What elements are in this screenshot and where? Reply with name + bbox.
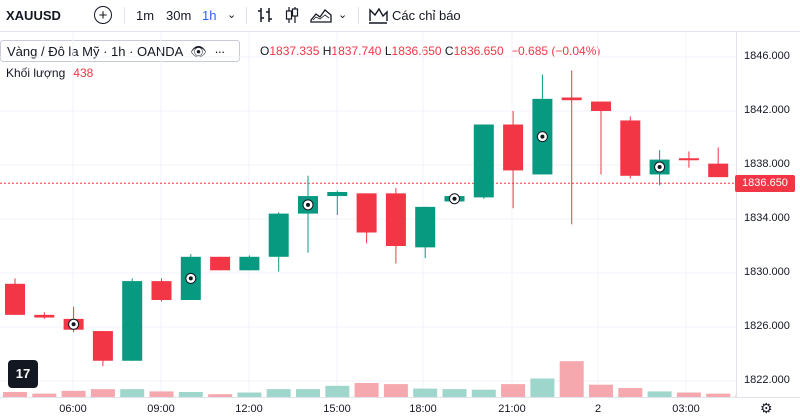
open-value: 1837.335 xyxy=(269,44,320,58)
candle-body xyxy=(5,283,25,315)
time-tick-label: 15:00 xyxy=(323,403,351,415)
event-marker-dot xyxy=(452,196,457,201)
volume-bar xyxy=(90,389,115,397)
volume-label: Khối lượng xyxy=(6,66,66,80)
price-chart[interactable] xyxy=(0,32,736,397)
volume-bar xyxy=(413,388,438,397)
volume-bar xyxy=(149,391,174,397)
event-marker-dot xyxy=(306,202,310,207)
volume-bar xyxy=(296,389,320,397)
time-tick-label: 06:00 xyxy=(59,403,87,415)
candle-body xyxy=(708,163,729,178)
price-tick-label: 1842.000 xyxy=(744,104,790,116)
event-marker-dot xyxy=(71,322,76,327)
volume-bar xyxy=(471,389,496,397)
chart-style-dropdown-chevron-icon[interactable]: ⌄ xyxy=(338,9,348,21)
volume-bar xyxy=(706,393,731,397)
time-tick-label: 18:00 xyxy=(409,403,437,415)
price-axis[interactable] xyxy=(736,32,800,397)
volume-value: 438 xyxy=(73,66,94,80)
candle-body xyxy=(210,256,231,271)
visibility-eye-icon[interactable]: 👁 xyxy=(190,44,207,59)
tradingview-logo[interactable]: 17 xyxy=(8,360,38,388)
candle-body xyxy=(561,97,582,101)
high-value: 1837.740 xyxy=(331,44,382,58)
candle-body xyxy=(92,331,113,361)
volume-bar xyxy=(442,389,467,397)
event-marker-dot xyxy=(188,276,193,281)
compare-add-button[interactable]: + xyxy=(94,6,112,24)
interval-30m-button[interactable]: 30m xyxy=(166,8,192,23)
candle-body xyxy=(591,101,611,111)
candle-body xyxy=(678,158,699,161)
time-tick-label: 09:00 xyxy=(147,403,175,415)
volume-bar xyxy=(3,391,27,397)
volume-bar xyxy=(266,389,291,397)
candle-body xyxy=(503,124,524,171)
chart-toolbar: XAUUSD + 1m 30m 1h ⌄ ⌄ Các chỉ báo xyxy=(0,0,800,32)
symbol-search[interactable]: XAUUSD xyxy=(6,8,61,23)
volume-bar xyxy=(618,388,643,397)
close-value: 1836.650 xyxy=(453,44,504,58)
price-tick-label: 1834.000 xyxy=(744,212,790,224)
candle-body xyxy=(122,281,143,361)
last-price-label: 1836.650 xyxy=(735,175,795,192)
bars-style-icon[interactable] xyxy=(256,6,274,24)
price-tick-label: 1830.000 xyxy=(744,266,790,278)
event-marker-dot xyxy=(657,165,662,170)
change-value: −0.685 (−0.04%) xyxy=(511,44,601,58)
volume-bar xyxy=(647,391,672,397)
candle-body xyxy=(356,193,377,233)
candle-body xyxy=(268,213,289,257)
price-tick-label: 1846.000 xyxy=(744,50,790,62)
volume-bar xyxy=(325,385,350,397)
volume-bar xyxy=(501,384,526,397)
time-tick-label: 21:00 xyxy=(498,403,526,415)
volume-bar xyxy=(61,390,86,397)
volume-bar xyxy=(32,393,57,397)
time-axis[interactable] xyxy=(0,397,800,418)
ohlc-values: O1837.335 H1837.740 L1836.650 C1836.650 … xyxy=(260,44,601,58)
volume-bar xyxy=(208,394,233,397)
price-tick-label: 1822.000 xyxy=(744,374,790,386)
candles-style-icon[interactable] xyxy=(283,6,301,24)
candle-body xyxy=(151,281,172,300)
volume-bar xyxy=(559,361,584,397)
interval-1h-button[interactable]: 1h xyxy=(202,8,217,23)
event-marker-dot xyxy=(540,134,545,139)
volume-bar xyxy=(530,378,555,397)
volume-bar xyxy=(178,391,203,397)
indicators-button[interactable]: Các chỉ báo xyxy=(392,8,461,23)
candle-body xyxy=(239,256,260,271)
volume-bar xyxy=(120,389,145,397)
price-tick-label: 1826.000 xyxy=(744,320,790,332)
indicators-icon[interactable] xyxy=(368,6,388,24)
volume-bar xyxy=(237,392,262,397)
time-tick-label: 03:00 xyxy=(672,403,700,415)
settings-gear-icon[interactable]: ⚙ xyxy=(760,400,773,416)
interval-1m-button[interactable]: 1m xyxy=(136,8,155,23)
price-tick-label: 1838.000 xyxy=(744,158,790,170)
volume-legend: Khối lượng 438 xyxy=(6,66,93,80)
volume-bar xyxy=(589,384,613,397)
low-value: 1836.650 xyxy=(391,44,442,58)
interval-dropdown-chevron-icon[interactable]: ⌄ xyxy=(227,9,237,21)
candle-body xyxy=(34,314,55,318)
volume-bar xyxy=(676,392,701,397)
time-tick-label: 12:00 xyxy=(235,403,263,415)
candle-body xyxy=(327,192,348,197)
time-tick-label: 2 xyxy=(594,403,602,415)
candle-body xyxy=(385,193,406,246)
volume-bar xyxy=(354,383,379,397)
volume-bar xyxy=(735,394,736,397)
more-options-icon[interactable]: ··· xyxy=(214,44,225,59)
volume-bar xyxy=(383,384,408,397)
candle-body xyxy=(473,124,494,198)
area-style-icon[interactable] xyxy=(310,6,332,24)
candle-body xyxy=(415,206,436,248)
candle-body xyxy=(620,120,641,176)
instrument-title: Vàng / Đô la Mỹ · 1h · OANDA xyxy=(7,44,183,59)
